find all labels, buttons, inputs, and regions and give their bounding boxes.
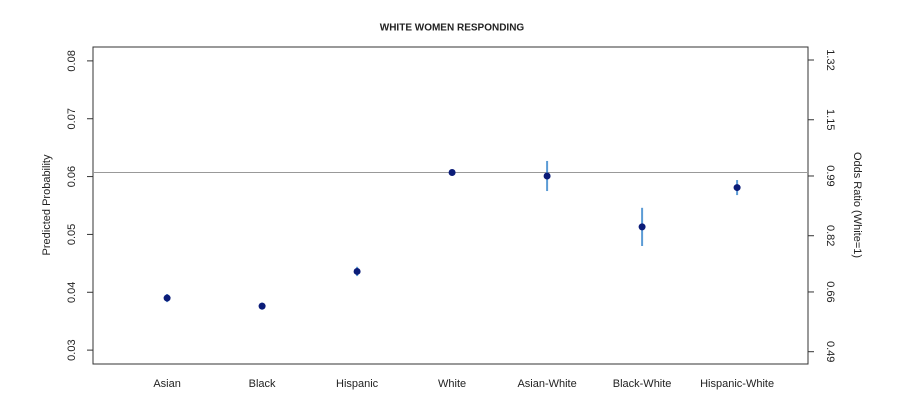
point [353,267,361,275]
y-tick-label: 0.07 [66,108,78,129]
chart-title: WHITE WOMEN RESPONDING [380,23,525,34]
y2-axis-label: Odds Ratio (White=1) [851,152,863,258]
x-tick-label: Black [249,378,276,390]
x-tick-label: Hispanic-White [700,378,774,390]
x-tick-label: Asian-White [517,378,576,390]
y-tick-label: 0.06 [66,166,78,187]
point [258,302,266,310]
y2-tick-label: 0.82 [824,225,836,246]
y-tick-label: 0.08 [66,50,78,71]
y-tick-label: 0.05 [66,224,78,245]
y2-tick-label: 0.49 [824,341,836,362]
y2-tick-label: 0.99 [824,165,836,186]
y-tick-label: 0.03 [66,339,78,360]
point [733,184,741,192]
y2-tick-label: 1.15 [824,109,836,130]
y2-tick-label: 0.66 [824,281,836,302]
point [638,223,646,231]
y-axis-label: Predicted Probability [41,154,53,255]
point [448,169,456,177]
plot-frame [92,46,809,365]
y-tick-label: 0.04 [66,282,78,303]
x-tick-label: Black-White [613,378,672,390]
x-tick-label: White [438,378,466,390]
point [543,172,551,180]
x-tick-label: Hispanic [336,378,379,390]
y2-tick-label: 1.32 [824,49,836,70]
x-tick-label: Asian [153,378,181,390]
point [163,294,171,302]
